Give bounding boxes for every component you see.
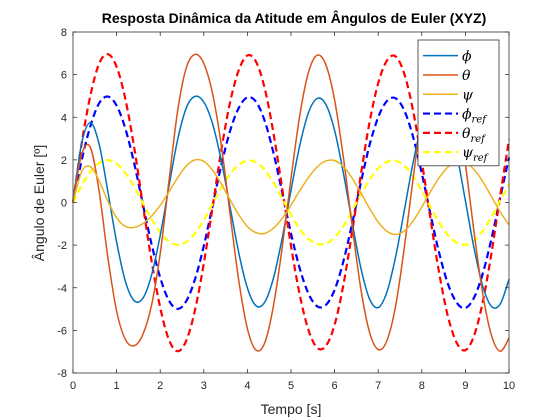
x-tick-label: 1 bbox=[114, 380, 120, 392]
series-line-6 bbox=[72, 158, 510, 247]
y-tick-label: 0 bbox=[61, 198, 67, 210]
x-tick-label: 8 bbox=[419, 380, 425, 392]
legend-entry-subscript: ref bbox=[473, 153, 490, 164]
series-line-3 bbox=[72, 158, 510, 236]
y-tick-label: -4 bbox=[57, 283, 67, 295]
series-line-5 bbox=[71, 53, 511, 353]
y-tick-label: 4 bbox=[61, 112, 67, 124]
x-tick-label: 4 bbox=[244, 380, 250, 392]
x-tick-label: 2 bbox=[157, 380, 163, 392]
y-tick-label: -8 bbox=[57, 368, 67, 380]
series-layer bbox=[71, 53, 511, 353]
y-axis-label: Ângulo de Euler [º] bbox=[31, 145, 47, 261]
legend-entry-subscript: ref bbox=[472, 115, 489, 126]
legend-box bbox=[417, 39, 500, 167]
chart-title: Resposta Dinâmica da Atitude em Ângulos … bbox=[102, 9, 487, 26]
x-tick-label: 9 bbox=[462, 380, 468, 392]
x-tick-label: 7 bbox=[375, 380, 381, 392]
x-tick-label: 10 bbox=[503, 380, 515, 392]
legend-entry-label: ϕ bbox=[462, 49, 472, 65]
series-line-4 bbox=[71, 95, 511, 310]
legend-entry-subscript: ref bbox=[470, 134, 487, 145]
x-tick-label: 5 bbox=[288, 380, 294, 392]
y-tick-label: 8 bbox=[61, 27, 67, 39]
legend-entry-label: ψ bbox=[462, 87, 474, 103]
y-tick-label: -2 bbox=[57, 240, 67, 252]
x-tick-label: 0 bbox=[70, 380, 76, 392]
x-tick-label: 6 bbox=[332, 380, 338, 392]
y-tick-label: -6 bbox=[57, 325, 67, 337]
y-tick-label: 2 bbox=[61, 155, 67, 167]
x-axis-label: Tempo [s] bbox=[261, 401, 322, 417]
ticks-layer: 0 1 2 3 4 5 6 7 8 9 10 -8 -6 -4 -2 0 2 4 6 8 bbox=[57, 27, 515, 392]
x-tick-label: 3 bbox=[201, 380, 207, 392]
y-tick-label: 6 bbox=[61, 70, 67, 82]
legend-entry-label: θ bbox=[462, 68, 471, 84]
